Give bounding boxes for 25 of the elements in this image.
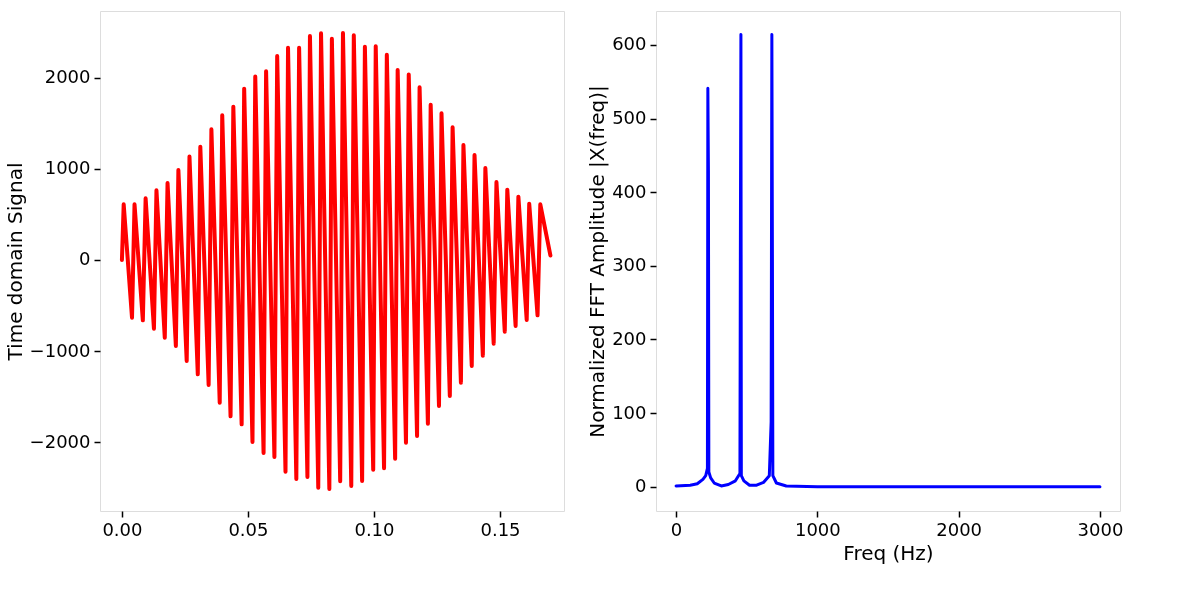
x-tick-label: 0.05 <box>228 518 269 540</box>
x-tick-label: 0.15 <box>480 518 521 540</box>
y-axis-title: Time domain Signal <box>2 162 27 362</box>
y-tick-label: 300 <box>612 254 647 276</box>
line-series <box>119 30 553 491</box>
y-tick-label: −2000 <box>29 430 91 452</box>
y-tick-label: 200 <box>612 327 647 349</box>
y-tick-label: −1000 <box>29 339 91 361</box>
y-tick-label: 400 <box>612 180 647 202</box>
y-tick-label: 0 <box>635 475 647 497</box>
x-tick-label: 0.10 <box>354 518 395 540</box>
y-axis-title: Normalized FFT Amplitude |X(freq)| <box>585 85 610 438</box>
x-tick-label: 2000 <box>936 518 983 540</box>
y-tick-label: 600 <box>612 33 647 55</box>
x-tick-label: 0 <box>670 518 683 540</box>
y-tick-label: 500 <box>612 107 647 129</box>
x-tick-label: 1000 <box>794 518 841 540</box>
y-tick-label: 0 <box>79 248 91 270</box>
x-tick-label: 0.00 <box>102 518 143 540</box>
line-series <box>674 33 1102 489</box>
x-tick-label: 3000 <box>1077 518 1124 540</box>
x-axis-title: Freq (Hz) <box>843 540 934 565</box>
y-tick-label: 2000 <box>44 66 91 88</box>
y-tick-label: 100 <box>612 401 647 423</box>
y-tick-label: 1000 <box>44 157 91 179</box>
